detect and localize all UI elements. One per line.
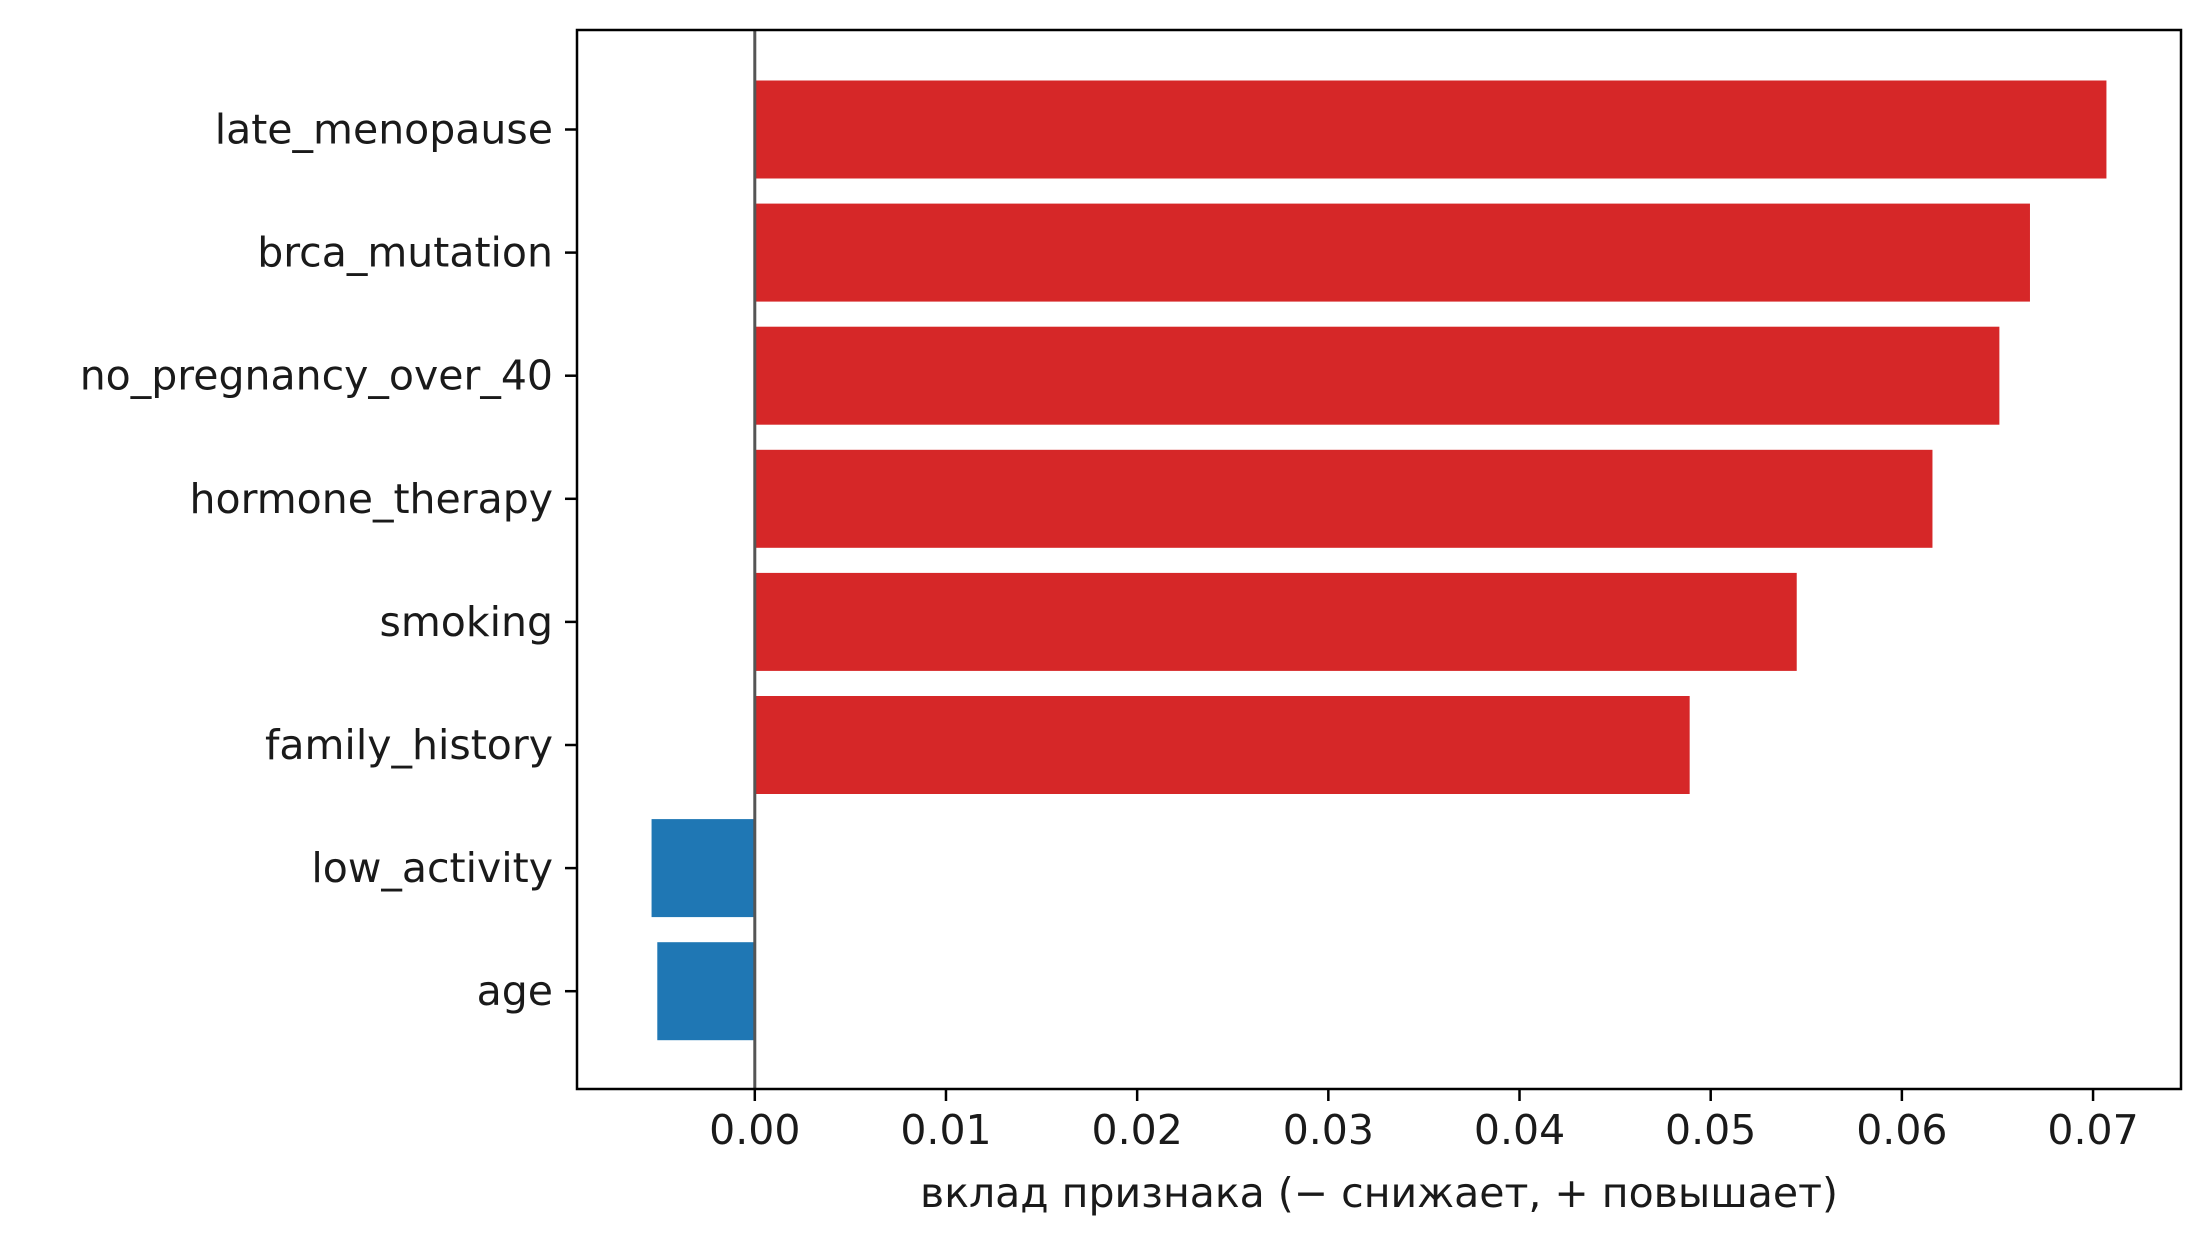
bar-no-pregnancy-over-40 — [754, 326, 2000, 425]
bar-hormone-therapy — [754, 449, 1933, 548]
x-tick-label: 0.02 — [1092, 1106, 1183, 1154]
y-tick-label: smoking — [379, 598, 553, 646]
y-tick-label: age — [477, 967, 553, 1015]
bar-brca-mutation — [754, 203, 2030, 302]
y-tick-label: hormone_therapy — [190, 475, 554, 523]
y-axis: late_menopause brca_mutation no_pregnancy_… — [80, 106, 577, 1015]
bar-late-menopause — [754, 80, 2107, 179]
plot-frame — [575, 28, 2183, 1091]
x-tick-label: 0.00 — [709, 1106, 800, 1154]
bar-family-history — [754, 696, 1690, 794]
x-tick-label: 0.06 — [1856, 1106, 1947, 1154]
x-tick-label: 0.03 — [1283, 1106, 1374, 1154]
y-tick-label: low_activity — [311, 844, 553, 892]
x-tick-label: 0.05 — [1665, 1106, 1756, 1154]
y-tick-label: family_history — [265, 721, 553, 769]
bar-smoking — [754, 572, 1797, 671]
y-tick-label: brca_mutation — [257, 229, 553, 277]
y-tick-label: no_pregnancy_over_40 — [80, 352, 553, 400]
x-tick-label: 0.04 — [1474, 1106, 1565, 1154]
x-tick-label: 0.01 — [900, 1106, 991, 1154]
x-axis-label: вклад признака (− снижает, + повышает) — [920, 1169, 1838, 1217]
bar-age — [657, 942, 755, 1041]
x-axis: 0.00 0.01 0.02 0.03 0.04 0.05 0.06 0.07 — [709, 1089, 2139, 1154]
bars-group — [651, 80, 2107, 1041]
x-tick-label: 0.07 — [2047, 1106, 2138, 1154]
bar-low-activity — [651, 819, 755, 918]
y-tick-label: late_menopause — [215, 106, 553, 154]
